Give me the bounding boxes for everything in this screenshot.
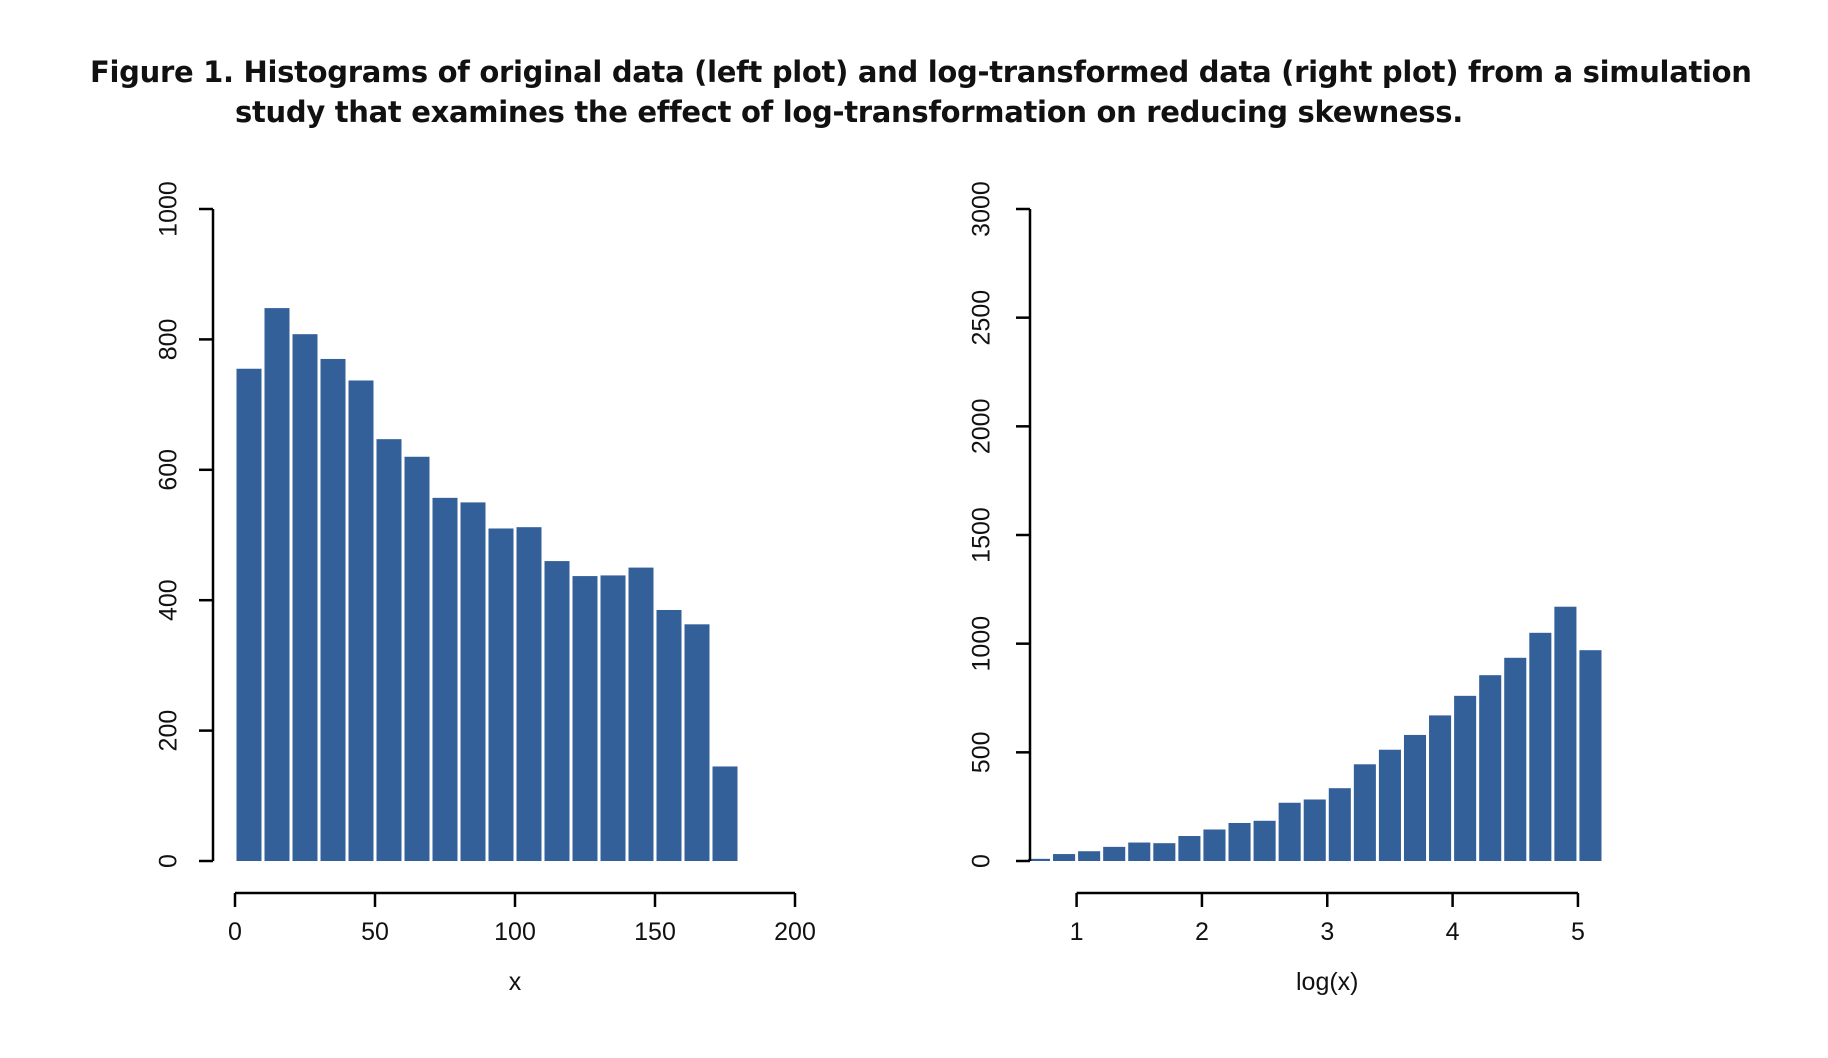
histogram-bar [1178,836,1201,861]
x-tick-label: 4 [1446,918,1460,946]
histogram-bar [1053,854,1076,861]
y-tick-label: 0 [968,854,996,868]
histogram-bar [264,308,290,862]
caption-line-2: study that examines the effect of log-tr… [235,95,1463,129]
histogram-bar [712,766,738,861]
histogram-bar [1128,842,1151,861]
y-tick-label: 500 [968,731,996,773]
y-tick-label: 600 [155,449,183,491]
y-tick-label: 3000 [968,181,996,237]
histogram-bar [1278,802,1301,861]
histogram-bar [1504,657,1527,861]
histogram-bar [1078,851,1101,861]
histogram-bar [628,567,654,861]
histogram-bar [1403,734,1427,861]
histogram-bar [544,561,570,861]
histogram-bar [236,368,262,861]
y-tick-label: 0 [155,854,183,868]
y-tick-label: 200 [155,710,183,752]
x-tick-label: 200 [774,918,816,946]
y-tick-label: 1500 [968,507,996,563]
histogram-bar [432,497,458,861]
histogram-bar [1429,715,1452,861]
histogram-log-transformed-data: 0 500 1000 1500 2000 2500 3000 1 2 3 4 5 log(x) [968,181,1602,996]
y-tick-label: 2000 [968,399,996,455]
x-tick-label: 2 [1195,918,1209,946]
histogram-bar [376,439,402,861]
histogram-bar [1203,829,1226,861]
caption-line-1: Figure 1. Histograms of original data (l… [90,55,1752,89]
x-axis-label: x [509,968,522,996]
histogram-bar [1328,788,1351,861]
y-tick-label: 800 [155,319,183,361]
x-axis-label: log(x) [1296,968,1359,996]
histogram-bar [1103,846,1126,861]
histogram-bar [1353,764,1376,861]
histogram-bar [1479,675,1502,861]
histogram-bar [572,576,598,861]
x-tick-label: 50 [361,918,389,946]
y-tick-label: 1000 [155,181,183,237]
x-tick-label: 3 [1320,918,1334,946]
histogram-bar [1378,749,1401,861]
histogram-bar [1579,650,1602,861]
histogram-bar [684,624,710,861]
histogram-bar [1554,606,1577,861]
x-tick-label: 1 [1070,918,1084,946]
histogram-bar [1454,695,1477,861]
histogram-original-data: 0 200 400 600 800 1000 0 50 100 150 200 x [155,181,816,996]
histogram-bar [348,380,374,861]
y-tick-label: 1000 [968,616,996,672]
histogram-bar [292,334,318,861]
y-tick-label: 2500 [968,290,996,346]
histogram-bar [320,358,346,861]
histogram-bar [1228,822,1251,861]
x-tick-label: 0 [228,918,242,946]
histogram-bar [1153,843,1176,861]
y-tick-label: 400 [155,579,183,621]
histogram-bar [488,528,514,861]
histogram-bar [460,502,486,861]
histogram-bar [1027,858,1051,861]
x-tick-label: 5 [1571,918,1585,946]
x-tick-label: 150 [634,918,676,946]
histogram-bar [656,609,682,861]
histogram-bar [600,575,626,861]
histogram-bar [1303,799,1326,861]
histogram-bar [1529,632,1552,861]
histogram-bar [1253,820,1276,861]
histogram-bar [404,456,430,861]
x-tick-label: 100 [494,918,536,946]
histogram-bar [516,527,542,861]
